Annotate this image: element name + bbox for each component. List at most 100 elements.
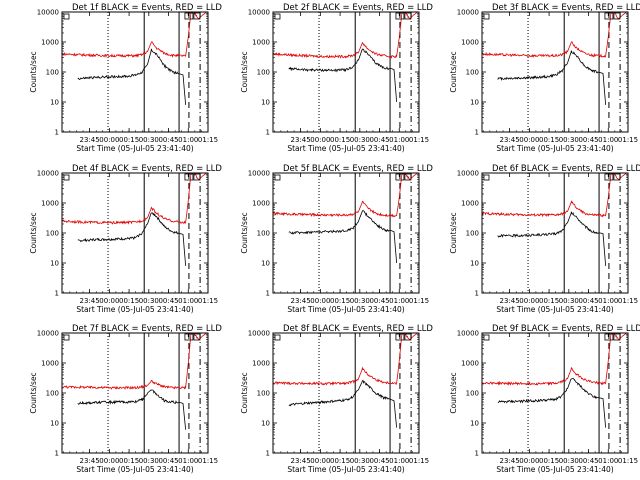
panel-det-1: Det 1f BLACK = Events, RED = LLD 1 10 100 10… — [29, 3, 222, 153]
x-tick-label: 00:45 — [369, 457, 389, 465]
series-events-line — [288, 210, 397, 264]
event-marker-box — [184, 12, 194, 20]
panel-det-9: Det 9f BLACK = Events, RED = LLD 1 10 100 10… — [449, 324, 640, 474]
y-tick-label: 10000 — [457, 170, 479, 178]
x-tick-label: 01:15 — [409, 457, 429, 465]
y-axis-label: Counts/sec — [29, 372, 38, 413]
y-tick-label: 10000 — [457, 330, 479, 338]
y-axis-label: Counts/sec — [29, 51, 38, 92]
x-axis-label: Start Time (05-Jul-05 23:41:40) — [496, 305, 613, 314]
y-tick-label: 100 — [46, 69, 59, 77]
x-tick-label: 00:30 — [139, 457, 159, 465]
series-events-line — [288, 379, 397, 428]
x-tick-label: 01:15 — [618, 297, 638, 305]
event-marker-box — [613, 333, 621, 341]
series-events-line — [497, 377, 606, 428]
event-marker-box — [604, 333, 614, 341]
event-marker-box — [395, 12, 405, 20]
x-tick-label: 00:15 — [330, 457, 350, 465]
series-events-line — [497, 50, 606, 105]
plot-frame — [61, 172, 209, 294]
x-tick-label: 00:30 — [559, 457, 579, 465]
x-tick-label: 00:00 — [99, 136, 119, 144]
corner-marker-box — [483, 334, 490, 341]
x-tick-label: 00:15 — [330, 136, 350, 144]
plot-frame — [272, 332, 420, 454]
x-tick-label: 00:45 — [578, 136, 598, 144]
x-tick-label: 00:15 — [539, 297, 559, 305]
x-axis-label: Start Time (05-Jul-05 23:41:40) — [287, 465, 404, 474]
panel-det-5: Det 5f BLACK = Events, RED = LLD 1 10 100 10… — [240, 164, 433, 314]
x-tick-label: 00:30 — [350, 297, 370, 305]
x-tick-label: 23:45 — [291, 457, 311, 465]
y-axis-label: Counts/sec — [240, 372, 249, 413]
event-marker-box — [604, 173, 614, 181]
panel-title: Det 6f BLACK = Events, RED = LLD — [492, 164, 640, 174]
x-tick-label: 00:30 — [139, 136, 159, 144]
plot-frame — [481, 172, 629, 294]
y-tick-label: 10 — [261, 420, 270, 428]
x-tick-label: 00:45 — [578, 457, 598, 465]
event-marker-box — [193, 173, 201, 181]
panel-title: Det 2f BLACK = Events, RED = LLD — [283, 3, 433, 13]
y-tick-label: 1000 — [41, 200, 59, 208]
x-axis-label: Start Time (05-Jul-05 23:41:40) — [496, 144, 613, 153]
x-tick-label: 00:00 — [99, 297, 119, 305]
y-tick-label: 10000 — [248, 9, 270, 17]
x-tick-label: 00:30 — [350, 136, 370, 144]
x-tick-label: 00:00 — [519, 457, 539, 465]
plot-frame — [481, 332, 629, 454]
event-marker-box — [395, 173, 405, 181]
x-tick-label: 00:15 — [119, 297, 139, 305]
x-axis-label: Start Time (05-Jul-05 23:41:40) — [287, 305, 404, 314]
x-tick-label: 00:30 — [350, 457, 370, 465]
y-tick-label: 10000 — [457, 9, 479, 17]
x-tick-label: 01:00 — [389, 297, 409, 305]
series-lld-line — [62, 333, 207, 390]
x-tick-label: 23:45 — [80, 297, 100, 305]
y-tick-label: 10 — [470, 420, 479, 428]
panel-det-4: Det 4f BLACK = Events, RED = LLD 1 10 100 10… — [29, 164, 222, 314]
x-tick-label: 01:15 — [198, 297, 218, 305]
panel-det-8: Det 8f BLACK = Events, RED = LLD 1 10 100 10… — [240, 324, 433, 474]
corner-marker-box — [63, 334, 70, 341]
x-axis-label: Start Time (05-Jul-05 23:41:40) — [76, 465, 193, 474]
y-tick-label: 1000 — [252, 39, 270, 47]
x-tick-label: 01:15 — [618, 457, 638, 465]
y-tick-label: 10000 — [37, 330, 59, 338]
x-tick-label: 01:00 — [178, 136, 198, 144]
corner-marker-box — [63, 174, 70, 181]
x-tick-label: 00:15 — [119, 457, 139, 465]
x-axis-label: Start Time (05-Jul-05 23:41:40) — [76, 305, 193, 314]
x-tick-label: 00:00 — [310, 297, 330, 305]
plot-frame — [272, 11, 420, 133]
series-lld-line — [62, 12, 207, 59]
y-tick-label: 100 — [257, 230, 270, 238]
event-marker-box — [184, 333, 194, 341]
x-tick-label: 23:45 — [500, 457, 520, 465]
x-axis-label: Start Time (05-Jul-05 23:41:40) — [76, 144, 193, 153]
y-tick-label: 1 — [475, 129, 479, 137]
panel-det-7: Det 7f BLACK = Events, RED = LLD 1 10 100 10… — [29, 324, 222, 474]
y-tick-label: 10 — [261, 260, 270, 268]
event-marker-box — [404, 173, 412, 181]
y-tick-label: 1000 — [41, 39, 59, 47]
panel-title: Det 1f BLACK = Events, RED = LLD — [72, 3, 222, 13]
x-tick-label: 00:45 — [158, 297, 178, 305]
series-lld-line — [273, 12, 418, 59]
y-tick-label: 1000 — [461, 39, 479, 47]
corner-marker-box — [274, 174, 281, 181]
x-tick-label: 01:15 — [409, 297, 429, 305]
x-tick-label: 01:00 — [389, 457, 409, 465]
y-axis-label: Counts/sec — [29, 212, 38, 253]
x-tick-label: 23:45 — [291, 297, 311, 305]
series-lld-line — [482, 12, 627, 58]
y-tick-label: 10 — [50, 260, 59, 268]
x-tick-label: 00:45 — [578, 297, 598, 305]
x-tick-label: 00:00 — [310, 457, 330, 465]
series-lld-line — [273, 173, 418, 218]
y-tick-label: 100 — [466, 69, 479, 77]
series-lld-line — [482, 333, 627, 387]
panel-title: Det 5f BLACK = Events, RED = LLD — [283, 164, 433, 174]
panel-det-6: Det 6f BLACK = Events, RED = LLD 1 10 100 10… — [449, 164, 640, 314]
